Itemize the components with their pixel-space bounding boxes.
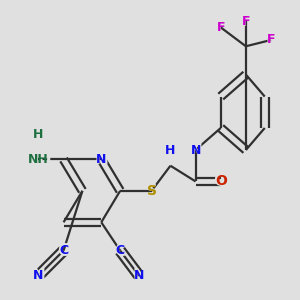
Text: F: F [265,31,277,49]
Text: H: H [33,128,43,141]
Text: F: F [242,15,250,28]
Text: NH: NH [28,153,49,166]
Text: S: S [145,182,158,200]
Text: S: S [147,184,157,198]
Text: NH: NH [25,150,52,168]
Text: C: C [114,242,126,260]
Text: N: N [189,141,202,159]
Text: N: N [190,143,201,157]
Text: F: F [267,34,275,46]
Text: N: N [94,150,108,168]
Text: N: N [96,153,106,166]
Text: F: F [217,21,225,34]
Text: H: H [164,141,177,159]
Text: F: F [240,12,252,30]
Text: C: C [57,242,70,260]
Text: H: H [32,125,45,143]
Text: N: N [33,269,43,282]
Text: F: F [215,18,226,36]
Text: N: N [132,267,146,285]
Text: N: N [32,267,45,285]
Text: C: C [116,244,125,257]
Text: C: C [59,244,68,257]
Text: O: O [213,172,228,190]
Text: H: H [165,143,176,157]
Text: N: N [134,269,144,282]
Text: O: O [215,174,227,188]
